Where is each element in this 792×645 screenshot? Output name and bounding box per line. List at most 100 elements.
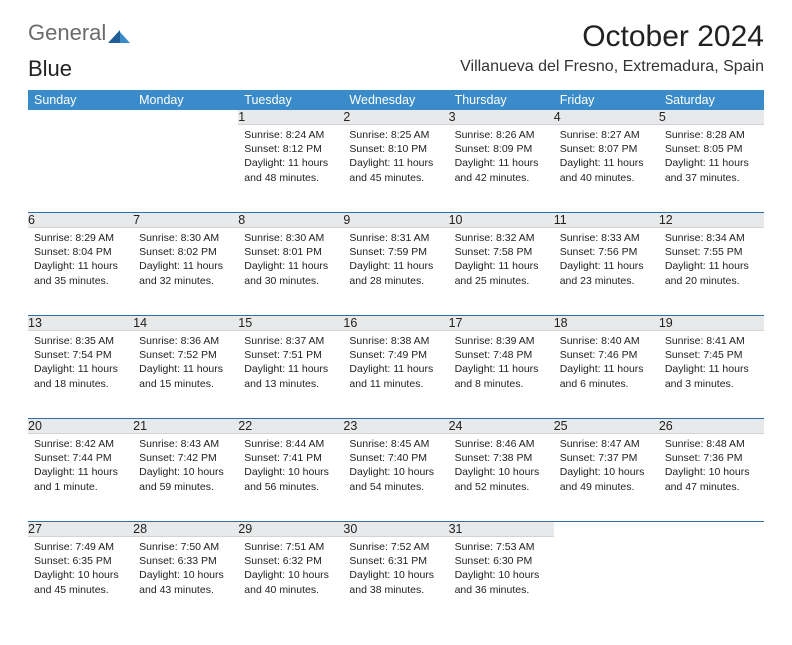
day-details: Sunrise: 8:40 AMSunset: 7:46 PMDaylight:… [554, 331, 659, 397]
day-number: 7 [133, 213, 238, 228]
day-cell: Sunrise: 8:37 AMSunset: 7:51 PMDaylight:… [238, 331, 343, 419]
daylight-text: Daylight: 11 hours and 13 minutes. [244, 362, 337, 390]
sunrise-text: Sunrise: 8:45 AM [349, 437, 442, 451]
day-number: 13 [28, 316, 133, 331]
sunset-text: Sunset: 7:48 PM [455, 348, 548, 362]
day-number: 28 [133, 522, 238, 537]
day-details: Sunrise: 8:32 AMSunset: 7:58 PMDaylight:… [449, 228, 554, 294]
day-cell: Sunrise: 8:41 AMSunset: 7:45 PMDaylight:… [659, 331, 764, 419]
sunrise-text: Sunrise: 8:24 AM [244, 128, 337, 142]
day-details: Sunrise: 8:34 AMSunset: 7:55 PMDaylight:… [659, 228, 764, 294]
day-cell: Sunrise: 8:47 AMSunset: 7:37 PMDaylight:… [554, 434, 659, 522]
day-cell: Sunrise: 8:32 AMSunset: 7:58 PMDaylight:… [449, 228, 554, 316]
day-details: Sunrise: 8:38 AMSunset: 7:49 PMDaylight:… [343, 331, 448, 397]
day-cell: Sunrise: 8:48 AMSunset: 7:36 PMDaylight:… [659, 434, 764, 522]
day-details: Sunrise: 8:28 AMSunset: 8:05 PMDaylight:… [659, 125, 764, 191]
day-details: Sunrise: 8:47 AMSunset: 7:37 PMDaylight:… [554, 434, 659, 500]
sunset-text: Sunset: 7:54 PM [34, 348, 127, 362]
day-cell: Sunrise: 8:29 AMSunset: 8:04 PMDaylight:… [28, 228, 133, 316]
empty-cell [554, 537, 659, 625]
day-details: Sunrise: 8:45 AMSunset: 7:40 PMDaylight:… [343, 434, 448, 500]
day-cell: Sunrise: 8:28 AMSunset: 8:05 PMDaylight:… [659, 125, 764, 213]
sunset-text: Sunset: 7:38 PM [455, 451, 548, 465]
sunrise-text: Sunrise: 8:26 AM [455, 128, 548, 142]
sunrise-text: Sunrise: 8:28 AM [665, 128, 758, 142]
sunrise-text: Sunrise: 8:34 AM [665, 231, 758, 245]
day-content-row: Sunrise: 8:42 AMSunset: 7:44 PMDaylight:… [28, 434, 764, 522]
sunrise-text: Sunrise: 8:35 AM [34, 334, 127, 348]
daylight-text: Daylight: 11 hours and 3 minutes. [665, 362, 758, 390]
daylight-text: Daylight: 11 hours and 25 minutes. [455, 259, 548, 287]
day-number: 4 [554, 110, 659, 125]
day-number: 11 [554, 213, 659, 228]
daylight-text: Daylight: 11 hours and 23 minutes. [560, 259, 653, 287]
day-cell: Sunrise: 7:51 AMSunset: 6:32 PMDaylight:… [238, 537, 343, 625]
sunset-text: Sunset: 8:12 PM [244, 142, 337, 156]
day-number: 5 [659, 110, 764, 125]
daylight-text: Daylight: 11 hours and 11 minutes. [349, 362, 442, 390]
weekday-header: Tuesday [238, 90, 343, 110]
day-content-row: Sunrise: 8:24 AMSunset: 8:12 PMDaylight:… [28, 125, 764, 213]
sunrise-text: Sunrise: 8:27 AM [560, 128, 653, 142]
daylight-text: Daylight: 10 hours and 59 minutes. [139, 465, 232, 493]
title-block: October 2024 Villanueva del Fresno, Extr… [460, 20, 764, 76]
daynum-row: 2728293031 [28, 522, 764, 537]
day-cell: Sunrise: 8:34 AMSunset: 7:55 PMDaylight:… [659, 228, 764, 316]
weekday-header: Sunday [28, 90, 133, 110]
daylight-text: Daylight: 11 hours and 48 minutes. [244, 156, 337, 184]
day-number: 31 [449, 522, 554, 537]
sunset-text: Sunset: 8:02 PM [139, 245, 232, 259]
sunset-text: Sunset: 7:40 PM [349, 451, 442, 465]
sunrise-text: Sunrise: 8:47 AM [560, 437, 653, 451]
sunset-text: Sunset: 6:35 PM [34, 554, 127, 568]
sunrise-text: Sunrise: 8:37 AM [244, 334, 337, 348]
day-number: 16 [343, 316, 448, 331]
day-cell: Sunrise: 8:27 AMSunset: 8:07 PMDaylight:… [554, 125, 659, 213]
day-details: Sunrise: 8:30 AMSunset: 8:01 PMDaylight:… [238, 228, 343, 294]
day-number: 6 [28, 213, 133, 228]
empty-cell [554, 522, 659, 537]
day-details: Sunrise: 7:49 AMSunset: 6:35 PMDaylight:… [28, 537, 133, 603]
sunset-text: Sunset: 7:44 PM [34, 451, 127, 465]
daynum-row: 13141516171819 [28, 316, 764, 331]
daylight-text: Daylight: 11 hours and 8 minutes. [455, 362, 548, 390]
day-cell: Sunrise: 8:30 AMSunset: 8:01 PMDaylight:… [238, 228, 343, 316]
day-details: Sunrise: 8:31 AMSunset: 7:59 PMDaylight:… [343, 228, 448, 294]
day-details: Sunrise: 8:36 AMSunset: 7:52 PMDaylight:… [133, 331, 238, 397]
sunset-text: Sunset: 6:31 PM [349, 554, 442, 568]
sunset-text: Sunset: 7:45 PM [665, 348, 758, 362]
daylight-text: Daylight: 11 hours and 35 minutes. [34, 259, 127, 287]
day-cell: Sunrise: 8:33 AMSunset: 7:56 PMDaylight:… [554, 228, 659, 316]
day-number: 9 [343, 213, 448, 228]
sunset-text: Sunset: 7:56 PM [560, 245, 653, 259]
sunrise-text: Sunrise: 7:50 AM [139, 540, 232, 554]
day-number: 19 [659, 316, 764, 331]
daylight-text: Daylight: 10 hours and 56 minutes. [244, 465, 337, 493]
daylight-text: Daylight: 11 hours and 6 minutes. [560, 362, 653, 390]
day-number: 24 [449, 419, 554, 434]
day-details: Sunrise: 7:53 AMSunset: 6:30 PMDaylight:… [449, 537, 554, 603]
sunrise-text: Sunrise: 8:48 AM [665, 437, 758, 451]
day-details: Sunrise: 8:43 AMSunset: 7:42 PMDaylight:… [133, 434, 238, 500]
sunset-text: Sunset: 8:07 PM [560, 142, 653, 156]
empty-cell [28, 125, 133, 213]
daylight-text: Daylight: 11 hours and 32 minutes. [139, 259, 232, 287]
logo: General [28, 20, 132, 46]
day-number: 23 [343, 419, 448, 434]
day-details: Sunrise: 8:48 AMSunset: 7:36 PMDaylight:… [659, 434, 764, 500]
sunrise-text: Sunrise: 8:41 AM [665, 334, 758, 348]
daynum-row: 6789101112 [28, 213, 764, 228]
sunrise-text: Sunrise: 8:39 AM [455, 334, 548, 348]
daylight-text: Daylight: 11 hours and 42 minutes. [455, 156, 548, 184]
sunset-text: Sunset: 6:30 PM [455, 554, 548, 568]
day-content-row: Sunrise: 8:35 AMSunset: 7:54 PM Daylight:… [28, 331, 764, 419]
sunset-text: Sunset: 7:58 PM [455, 245, 548, 259]
sunset-text: Sunset: 6:32 PM [244, 554, 337, 568]
day-details: Sunrise: 7:52 AMSunset: 6:31 PMDaylight:… [343, 537, 448, 603]
sunset-text: Sunset: 7:37 PM [560, 451, 653, 465]
daylight-text: Daylight: 11 hours and 1 minute. [34, 465, 127, 493]
sunrise-text: Sunrise: 8:33 AM [560, 231, 653, 245]
day-number: 14 [133, 316, 238, 331]
day-number: 27 [28, 522, 133, 537]
day-cell: Sunrise: 8:39 AMSunset: 7:48 PMDaylight:… [449, 331, 554, 419]
